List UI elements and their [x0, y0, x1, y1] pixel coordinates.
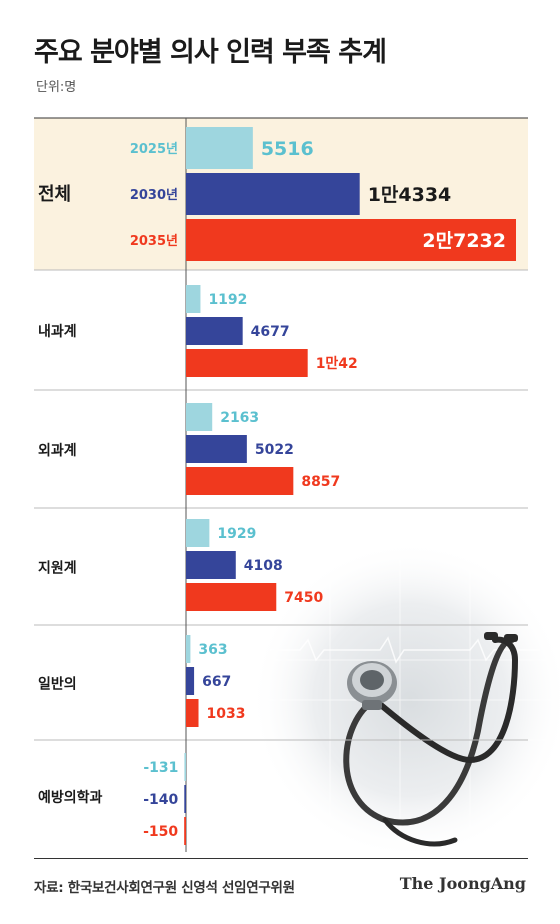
bar [186, 551, 236, 579]
bar [186, 219, 516, 261]
value-label: 1만42 [316, 356, 358, 372]
bar [186, 435, 247, 463]
year-label: 2035년 [130, 234, 178, 249]
value-label: 2만7232 [422, 230, 506, 252]
brand-logo: The JoongAng [399, 874, 526, 893]
value-label: 4677 [251, 324, 290, 340]
value-label: 2163 [220, 410, 259, 426]
category-label: 지원계 [38, 561, 77, 577]
bar [186, 403, 213, 431]
source-credit: 자료: 한국보건사회연구원 신영석 선임연구위원 [34, 880, 295, 896]
bar [186, 699, 199, 727]
year-label: 2025년 [130, 142, 178, 157]
footer-divider [34, 858, 528, 859]
unit-label: 단위:명 [36, 80, 77, 95]
bar [184, 753, 186, 781]
value-label: 7450 [284, 590, 323, 606]
value-label: 5516 [261, 138, 314, 160]
category-label: 일반의 [38, 676, 77, 693]
bar [186, 583, 277, 611]
value-label: -140 [143, 792, 178, 808]
value-label: -150 [143, 824, 178, 840]
bar [186, 667, 195, 695]
value-label: 1033 [207, 706, 246, 722]
year-label: 2030년 [130, 188, 178, 203]
value-label: 363 [198, 642, 227, 658]
bar [186, 349, 308, 377]
value-label: 4108 [244, 558, 283, 574]
value-label: 667 [202, 674, 231, 690]
value-label: 5022 [255, 442, 294, 458]
category-label: 내과계 [38, 324, 77, 340]
value-label: 1만4334 [368, 184, 452, 206]
bar [186, 127, 253, 169]
bar [186, 467, 294, 495]
value-label: 1929 [217, 526, 256, 542]
chart-title: 주요 분야별 의사 인력 부족 추계 [34, 37, 387, 68]
category-label: 전체 [38, 184, 71, 205]
category-label: 예방의학과 [38, 789, 103, 806]
category-label: 외과계 [38, 442, 77, 459]
value-label: -131 [143, 760, 178, 776]
bar [186, 635, 191, 663]
bar [186, 317, 243, 345]
bar [184, 785, 186, 813]
value-label: 8857 [301, 474, 340, 490]
bar [186, 519, 210, 547]
value-label: 1192 [208, 292, 247, 308]
bar [184, 817, 186, 845]
bar [186, 285, 201, 313]
bar [186, 173, 360, 215]
